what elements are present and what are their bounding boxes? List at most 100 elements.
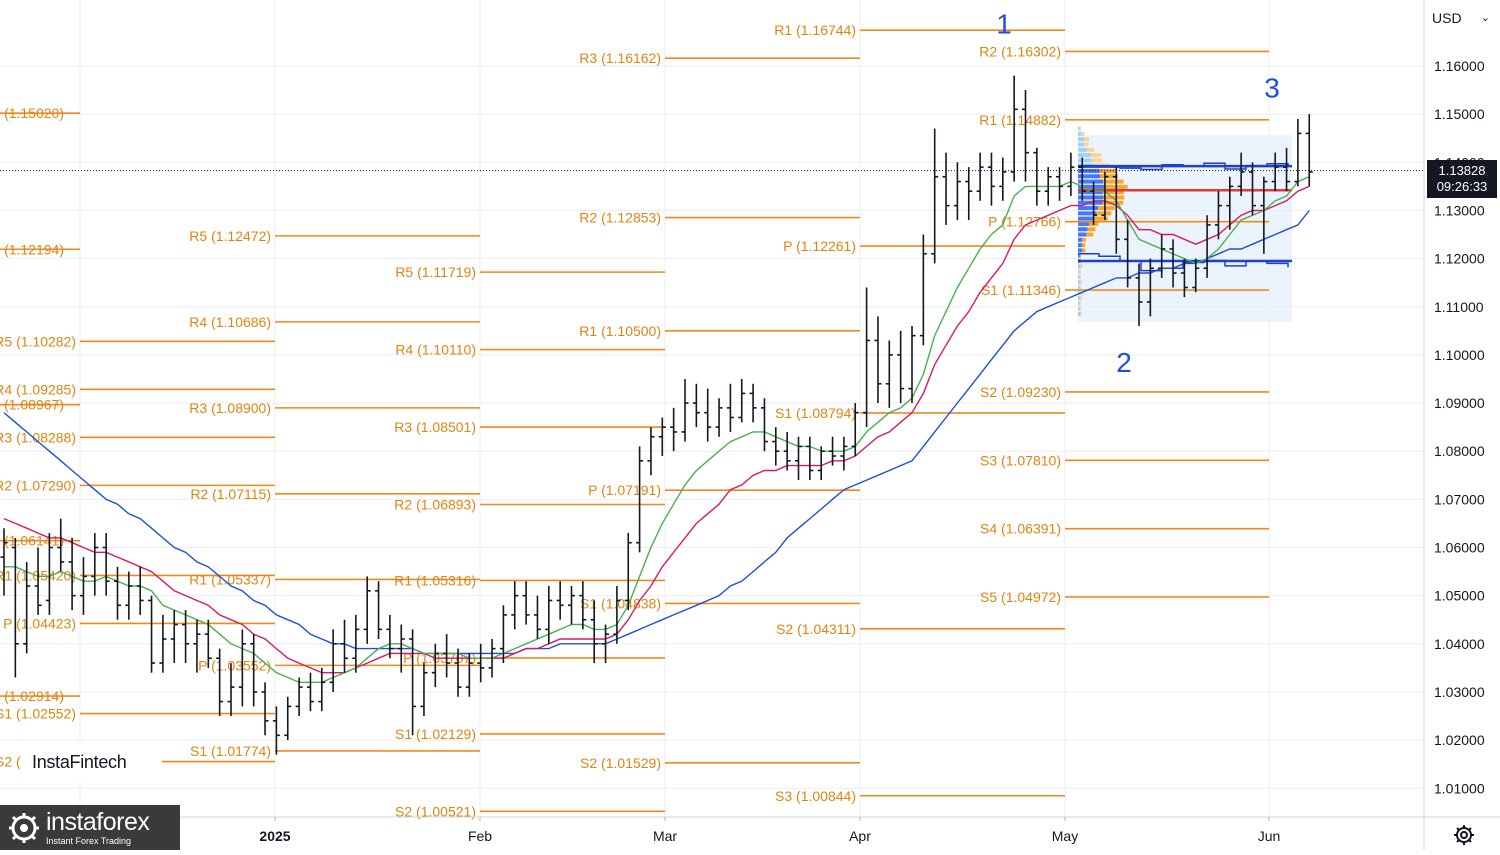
ohlc-bar [1249,162,1256,216]
ohlc-bar [647,427,655,476]
profile-bar-up [1078,237,1083,242]
instafintech-logo: InstaFintech [22,742,162,782]
ohlc-bar [216,648,224,717]
ohlc-bar [602,624,610,664]
ohlc-bar [1283,147,1291,192]
ohlc-bar [533,595,541,639]
ohlc-bar [148,595,156,673]
ohlc-bar [1203,215,1211,278]
ohlc-bar [23,561,31,654]
profile-bar-down [1086,232,1094,237]
profile-bar-down [1080,280,1083,285]
instaforex-logo: instaforex Instant Forex Trading [0,805,180,850]
ohlc-bar [658,417,666,457]
pivot-label: R5 (1.11719) [395,264,476,280]
pivot-label: (1.08967) [4,397,64,413]
current-price-tag: 1.13828 09:26:33 [1427,160,1497,198]
ohlc-bar [1226,176,1234,230]
y-tick-label: 1.15000 [1434,106,1485,122]
ohlc-bar [726,383,734,432]
ohlc-bar [579,581,587,630]
ema-mid-line [3,185,1310,674]
ohlc-bar [1056,167,1064,201]
y-tick-label: 1.13000 [1434,202,1485,218]
pivot-label: S5 (1.04972) [980,589,1061,605]
profile-bar-up [1078,221,1090,226]
ohlc-bar [1112,167,1120,254]
profile-bar-up [1078,206,1099,211]
y-tick-label: 1.03000 [1434,684,1485,700]
ohlc-bar [795,436,802,481]
wave-label-3: 3 [1264,72,1280,103]
pivot-label: P (1.12261) [783,238,856,254]
ohlc-bar [1192,258,1200,293]
x-tick-label: 2025 [259,828,290,844]
settings-gear-icon[interactable] [1452,823,1476,847]
pivot-label: S3 (1.07810) [980,452,1061,468]
profile-bar-down [1090,153,1101,158]
ohlc-bar [545,586,553,644]
ohlc-bar [931,128,939,264]
profile-bar-up [1078,184,1106,189]
ohlc-bar [477,643,485,683]
profile-bar-up [1078,296,1081,301]
profile-bar-down [1083,142,1089,147]
x-tick-label: May [1052,828,1078,844]
profile-bar-down [1079,269,1081,274]
pivot-label: S2 (1.04311) [776,621,856,637]
ohlc-bar [102,533,110,596]
profile-bar-down [1103,195,1125,200]
ohlc-bar [363,576,371,644]
ohlc-bar [829,436,837,466]
profile-bar-up [1078,174,1100,179]
candles [0,75,1313,755]
ohlc-bar [227,663,235,717]
ohlc-bar [1169,239,1177,288]
ohlc-bar [1158,234,1166,278]
current-price-value: 1.13828 [1438,163,1486,178]
currency-select[interactable]: USD ⌄ [1428,4,1496,32]
ohlc-bar [511,581,519,630]
profile-bar-up [1078,126,1080,131]
ohlc-bar [738,378,746,423]
profile-bar-up [1078,195,1104,200]
pivot-label: S3 (1.00844) [775,788,856,804]
pivot-label: R2 (1.16302) [979,43,1061,59]
profile-bar-down [1080,311,1083,316]
profile-bar-down [1082,243,1086,248]
ohlc-bar [193,619,201,673]
ohlc-bar [295,677,303,717]
ohlc-bar [386,614,394,659]
profile-bar-down [1096,211,1112,216]
ohlc-bar [885,340,893,408]
pivot-label: (1.12194) [4,241,64,257]
ohlc-bar [499,605,507,664]
ohlc-bar [851,403,859,457]
ohlc-bar [613,586,621,644]
pivot-label: R3 (1.16162) [579,50,661,66]
ohlc-bar [1305,114,1313,187]
profile-bar-up [1078,227,1088,232]
ohlc-bar [590,600,598,664]
ohlc-bar [57,518,65,572]
ohlc-bar [431,643,439,688]
pivot-label: S1 (1.01774) [190,743,271,759]
chevron-down-icon: ⌄ [1480,12,1490,24]
pivot-label: (1.06141) [4,533,64,549]
y-tick-label: 1.16000 [1434,58,1485,74]
ohlc-bar [965,167,973,221]
ohlc-bar [261,682,269,736]
instaforex-emblem-icon [9,813,39,843]
ohlc-bar [1135,263,1143,327]
ohlc-bar [182,610,190,664]
ohlc-bar [284,696,292,741]
profile-bar-up [1078,147,1087,152]
ohlc-bar [1010,75,1018,182]
y-tick-label: 1.11000 [1434,299,1484,315]
ohlc-bar [670,407,678,452]
pivot-label: S1 (1.04838) [580,595,661,611]
pivot-label: R2 (1.12853) [579,210,661,226]
y-tick-label: 1.05000 [1434,588,1485,604]
